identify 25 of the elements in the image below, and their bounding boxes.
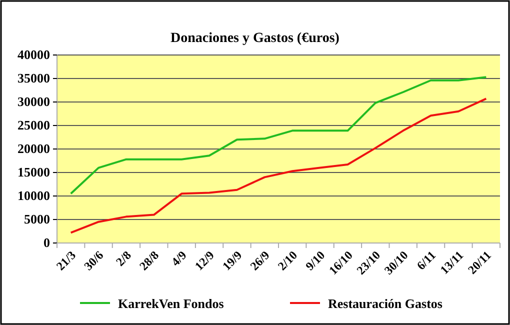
x-tick-label: 19/9: [220, 248, 245, 274]
chart-title: Donaciones y Gastos (€uros): [170, 31, 340, 46]
y-tick-label: 35000: [18, 70, 50, 86]
x-tick-label: 21/3: [53, 248, 78, 274]
y-tick-label: 10000: [18, 188, 50, 204]
y-tick-label: 15000: [18, 164, 50, 180]
x-tick-label: 9/10: [302, 248, 328, 274]
y-tick-label: 30000: [18, 94, 50, 110]
y-tick-label: 0: [44, 235, 50, 250]
legend-label: Restauración Gastos: [328, 296, 442, 311]
legend-label: KarrekVen Fondos: [118, 296, 224, 311]
x-tick-label: 2/10: [274, 248, 300, 274]
y-tick-label: 5000: [24, 212, 50, 227]
y-tick-label: 40000: [18, 47, 50, 62]
x-tick-label: 12/9: [192, 248, 217, 274]
x-tick-label: 4/9: [168, 248, 190, 269]
x-tick-label: 2/8: [113, 248, 134, 269]
x-tick-label: 28/8: [136, 248, 162, 274]
line-series: [70, 76, 488, 195]
y-tick-label: 20000: [18, 141, 50, 156]
line-series: [70, 98, 488, 234]
x-tick-label: 6/11: [414, 248, 438, 273]
x-tick-label: 30/6: [81, 248, 106, 274]
x-tick-label: 26/9: [247, 248, 272, 274]
y-tick-label: 25000: [18, 118, 50, 133]
